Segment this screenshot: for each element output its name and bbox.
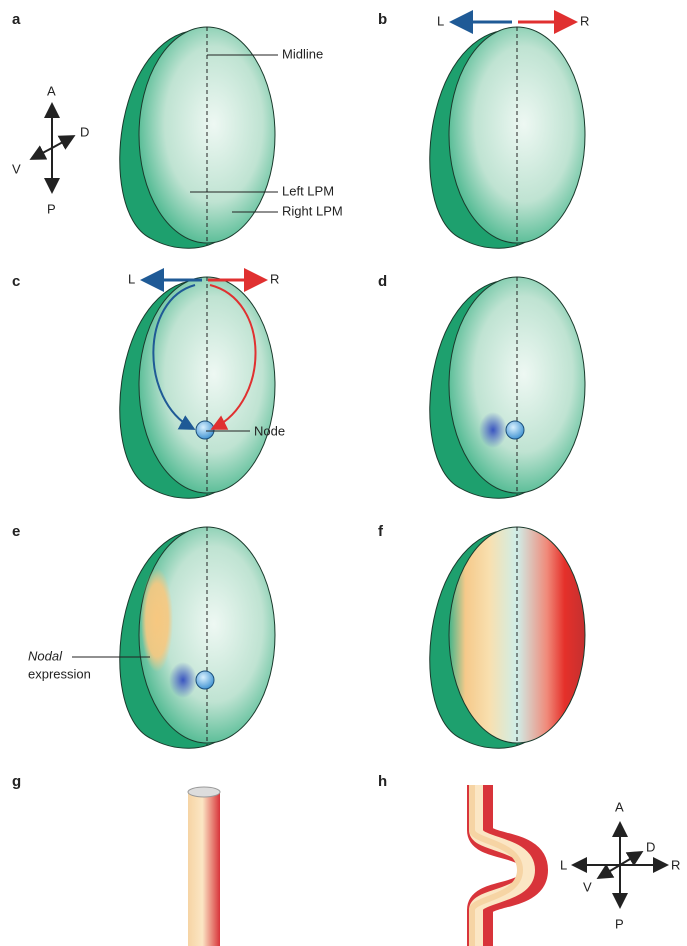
panel-label: g xyxy=(12,773,21,790)
axis-label: D xyxy=(646,839,655,854)
figure: a b c d e f g h A P D V Midline Left LPM… xyxy=(0,0,687,946)
annotation: Right LPM xyxy=(282,203,343,218)
tube-end xyxy=(188,787,220,797)
panel-label: b xyxy=(378,11,387,28)
flow-label: L xyxy=(437,13,444,28)
axis-label: A xyxy=(615,799,624,814)
panel-label: e xyxy=(12,523,20,540)
panel-label: h xyxy=(378,773,387,790)
annotation: Node xyxy=(254,423,285,438)
axis-label: V xyxy=(583,879,592,894)
signal xyxy=(479,412,507,448)
axes-a xyxy=(33,106,72,190)
panel-label: d xyxy=(378,273,387,290)
panel-label: f xyxy=(378,523,384,540)
embryos xyxy=(120,27,585,748)
annotation: expression xyxy=(28,666,91,681)
heart-tube xyxy=(188,792,220,946)
flow-label: R xyxy=(270,271,279,286)
flow-label: L xyxy=(128,271,135,286)
axis-label: R xyxy=(671,857,680,872)
annotation: Nodal xyxy=(28,648,63,663)
annotation: Midline xyxy=(282,46,323,61)
panel-label: c xyxy=(12,273,20,290)
flow-label: R xyxy=(580,13,589,28)
signal xyxy=(169,662,197,698)
axis-label: A xyxy=(47,83,56,98)
node xyxy=(506,421,524,439)
axis-label: V xyxy=(12,161,21,176)
annotation: Left LPM xyxy=(282,183,334,198)
axis-label: D xyxy=(80,124,89,139)
node xyxy=(196,421,214,439)
looped-tube xyxy=(472,785,535,946)
axis-label: P xyxy=(615,916,624,931)
nodal-domain xyxy=(141,568,173,672)
panel-label: a xyxy=(12,11,21,28)
axis-label: P xyxy=(47,201,56,216)
node xyxy=(196,671,214,689)
axis-label: L xyxy=(560,857,567,872)
